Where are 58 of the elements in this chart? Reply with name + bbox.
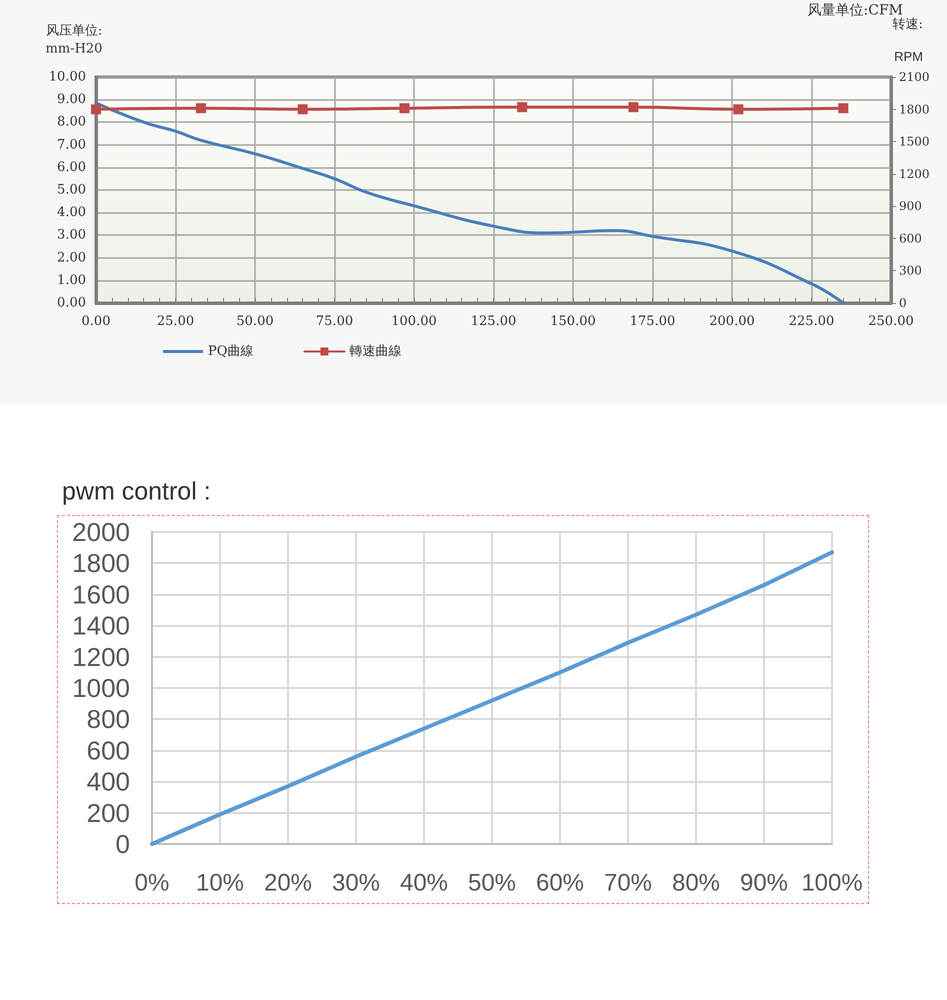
x-tick-label: 125.00 [470,314,516,329]
x-tick-label: 40% [400,870,448,896]
x-tick-label: 10% [196,870,244,896]
x-tick-label: 90% [740,870,788,896]
y2-tick-label: 2100 [899,70,930,84]
x-tick-label: 50% [468,870,516,896]
x-tick-label: 25.00 [156,314,194,329]
y-tick-label: 800 [86,704,130,734]
y2-tick-label: 1800 [899,102,930,116]
y-tick-label: 7.00 [57,137,86,152]
y-tick-label: 0.00 [57,296,86,310]
y-tick-label: 0 [116,829,130,859]
x-axis-title: 风量单位:CFM [808,2,903,18]
x-tick-label: 20% [264,870,312,896]
y2-tick-label: 0 [899,296,907,310]
x-tick-label: 100.00 [391,314,437,329]
x-tick-label: 250.00 [868,314,914,329]
chart-title: pwm control : [62,478,211,506]
x-tick-label: 200.00 [709,314,755,329]
y-tick-label: 600 [86,735,130,766]
y-tick-label: 4.00 [57,205,86,220]
y-tick-label: 8.00 [57,114,86,130]
y-tick-label: 3.00 [57,228,86,243]
y-tick-label: 2000 [72,517,130,547]
y2-tick-label: 900 [899,199,922,214]
y2-tick-label: 300 [899,264,922,278]
legend-label: 轉速曲線 [349,344,402,359]
y-tick-label: 1400 [72,610,130,641]
x-tick-label: 100% [801,870,863,896]
y2-tick-label: 1200 [899,166,930,181]
x-tick-label: 175.00 [630,314,676,329]
x-tick-label: 80% [672,870,720,896]
x-tick-label: 0% [134,870,170,896]
x-tick-label: 50.00 [236,314,274,329]
y2-tick-label: 600 [899,231,922,246]
y-tick-label: 10.00 [48,70,86,84]
y-tick-label: 1200 [72,642,130,672]
y-tick-label: 200 [86,798,130,828]
y-tick-label: 1.00 [57,272,86,288]
y-tick-label: 1600 [72,579,130,610]
text: 转速: RPM [892,17,923,64]
x-tick-label: 70% [604,870,652,896]
y-axis-title: 风压单位: mm-H20 [46,24,102,56]
y-tick-label: 2.00 [57,250,86,266]
x-tick-label: 225.00 [788,314,834,329]
legend-label: PQ曲線 [208,344,254,359]
x-tick-label: 60% [536,870,584,896]
y-tick-label: 1800 [72,548,130,578]
line-series [94,101,845,304]
y-tick-label: 9.00 [57,92,86,108]
y-tick-label: 1000 [72,673,130,703]
y-tick-label: 400 [86,766,130,797]
x-tick-label: 30% [332,870,380,896]
y-tick-label: 6.00 [57,160,86,175]
x-tick-label: 150.00 [550,314,596,329]
x-tick-label: 75.00 [316,314,354,329]
y-tick-label: 5.00 [57,182,86,198]
y2-tick-label: 1500 [899,134,930,149]
